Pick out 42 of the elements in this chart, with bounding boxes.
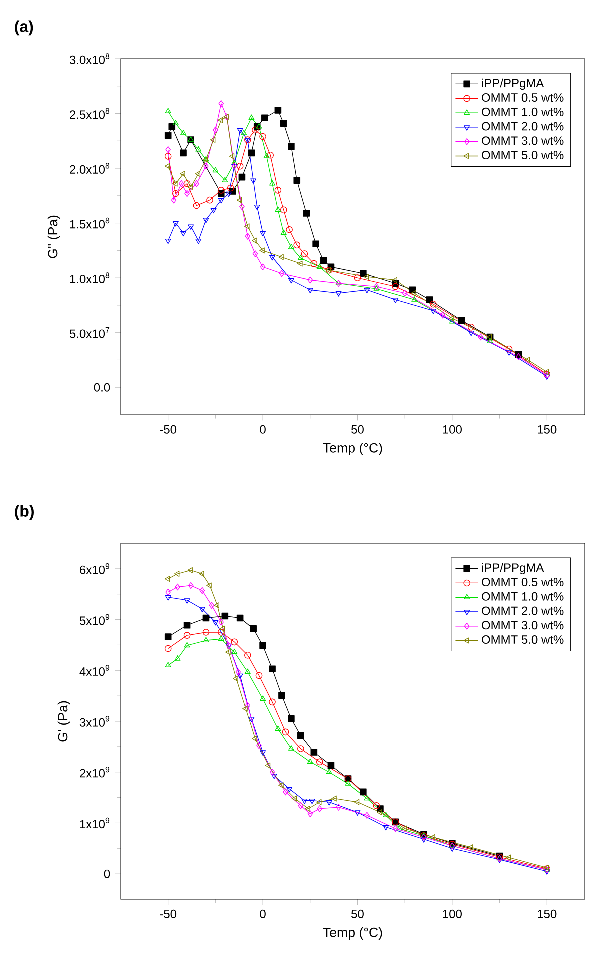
chart-title: (b) xyxy=(15,505,34,520)
x-tick-label: 50 xyxy=(352,910,364,918)
y-tick-label: 4x10$^{9}$ xyxy=(80,665,110,676)
legend-label: OMMT 0.5 wt% xyxy=(482,94,564,102)
y-tick-label: 1x10$^{9}$ xyxy=(80,818,110,829)
legend-label: OMMT 1.0 wt% xyxy=(482,108,564,116)
legend-label: OMMT 5.0 wt% xyxy=(482,151,564,160)
y-tick-label: 3.0x10$^{8}$ xyxy=(70,54,110,64)
chart-title: (a) xyxy=(15,20,34,36)
y-tick-label: 0.0 xyxy=(94,383,110,392)
legend-label: iPP/PPgMA xyxy=(482,78,544,90)
legend-label: OMMT 2.0 wt% xyxy=(482,122,564,131)
y-axis-title: G' (Pa) xyxy=(58,701,70,742)
legend-label: iPP/PPgMA xyxy=(482,563,544,575)
legend-label: OMMT 2.0 wt% xyxy=(482,606,564,616)
y-tick-label: 2x10$^{9}$ xyxy=(80,766,110,778)
legend-label: OMMT 5.0 wt% xyxy=(482,636,564,644)
x-axis-title: Temp (°C) xyxy=(323,928,382,940)
x-tick-label: 0 xyxy=(260,910,266,918)
y-tick-label: 5.0x10$^{7}$ xyxy=(70,327,110,338)
x-tick-label: 100 xyxy=(443,910,462,918)
legend-label: OMMT 0.5 wt% xyxy=(482,578,564,587)
x-tick-label: 50 xyxy=(352,425,364,434)
y-tick-label: 6x10$^{9}$ xyxy=(80,564,110,574)
y-tick-label: 1.5x10$^{8}$ xyxy=(70,218,110,229)
y-tick-label: 2.0x10$^{8}$ xyxy=(70,163,110,174)
y-tick-label: 1.0x10$^{8}$ xyxy=(70,272,110,284)
y-tick-label: 3x10$^{9}$ xyxy=(80,716,110,727)
y-tick-label: 5x10$^{9}$ xyxy=(80,614,110,626)
y-axis-title: G" (Pa) xyxy=(48,216,60,258)
x-tick-label: 150 xyxy=(538,910,557,918)
x-tick-label: -50 xyxy=(160,910,177,918)
legend-label: OMMT 1.0 wt% xyxy=(482,592,564,601)
y-tick-label: 2.5x10$^{8}$ xyxy=(70,108,110,120)
x-axis-title: Temp (°C) xyxy=(323,443,382,456)
y-tick-label: 0 xyxy=(104,870,110,878)
legend-label: OMMT 3.0 wt% xyxy=(482,621,564,630)
x-tick-label: 100 xyxy=(443,425,462,434)
x-tick-label: 150 xyxy=(538,425,557,434)
x-tick-label: -50 xyxy=(160,425,177,434)
legend-label: OMMT 3.0 wt% xyxy=(482,136,564,146)
x-tick-label: 0 xyxy=(260,425,266,434)
